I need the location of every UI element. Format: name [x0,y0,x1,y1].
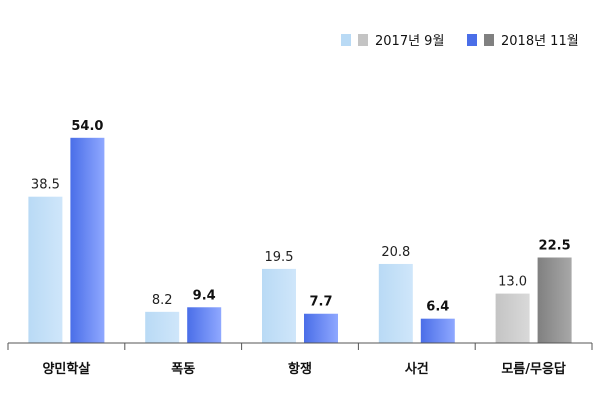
category-label-2: 항쟁 [288,361,312,377]
bar-2017-2 [262,268,296,343]
value-label-2018-4: 22.5 [539,239,571,254]
value-label-2017-0: 38.5 [31,178,60,193]
value-label-2018-0: 54.0 [71,119,103,134]
value-label-2017-2: 19.5 [265,250,294,265]
value-label-2018-2: 7.7 [309,295,332,310]
bar-2018-2 [304,313,338,343]
bar-2017-1 [145,311,180,343]
bar-2018-4 [537,257,572,343]
bar-2018-1 [187,307,222,343]
value-label-2018-1: 9.4 [193,288,216,303]
x-axis: 양민학살 폭동 항쟁 사건 모름/무응답 [7,342,593,377]
value-label-2017-3: 20.8 [381,245,410,260]
legend-swatch-2017-blue [341,34,351,46]
legend-swatch-2018-blue [467,34,477,46]
value-label-2018-3: 6.4 [426,300,449,315]
bar-2017-0 [28,196,63,343]
bar-2017-3 [378,263,413,343]
value-label-2017-1: 8.2 [152,293,173,308]
category-label-1: 폭동 [171,362,195,377]
bar-2018-0 [70,137,105,343]
bar-2018-3 [420,318,455,343]
bar-2017-4 [495,293,530,343]
bars [28,137,572,343]
legend-swatch-2017-gray [358,34,368,46]
category-label-3: 사건 [405,361,429,377]
legend-label-2018: 2018년 11월 [501,34,579,49]
value-label-2017-4: 13.0 [498,275,527,290]
value-labels: 38.5 54.0 8.2 9.4 19.5 7.7 20.8 6.4 13.0 22.5 [31,119,571,315]
legend: 2017년 9월 2018년 11월 [341,34,579,49]
legend-swatch-2018-gray [484,34,494,46]
category-label-4: 모름/무응답 [501,362,566,377]
legend-label-2017: 2017년 9월 [375,34,444,49]
category-label-0: 양민학살 [42,361,90,377]
